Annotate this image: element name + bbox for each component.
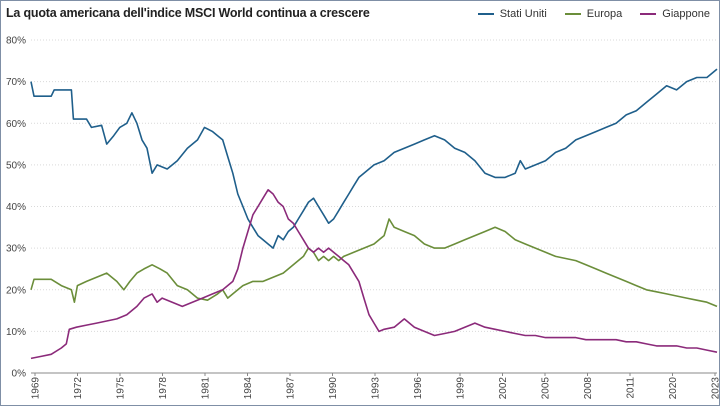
legend-item-usa: Stati Uniti <box>477 8 547 20</box>
x-tick-label-12: 2005 <box>541 377 552 400</box>
x-tick-label-1: 1972 <box>73 377 84 400</box>
y-tick-label-6: 60% <box>6 119 26 130</box>
y-tick-label-0: 0% <box>12 369 27 380</box>
legend-label-japan: Giappone <box>662 8 710 20</box>
y-tick-label-1: 10% <box>6 327 26 338</box>
x-tick-label-3: 1978 <box>158 377 169 400</box>
x-tick-label-14: 2011 <box>626 377 637 399</box>
y-tick-label-5: 50% <box>6 160 26 171</box>
x-tick-label-15: 2020 <box>668 377 679 400</box>
series-line-europa <box>30 218 718 308</box>
legend-swatch-europe <box>564 13 581 15</box>
y-tick-label-3: 30% <box>6 244 26 255</box>
legend-item-japan: Giappone <box>640 8 710 20</box>
chart-legend: Stati Uniti Europa Giappone <box>477 8 710 20</box>
chart-title: La quota americana dell'indice MSCI Worl… <box>6 6 370 20</box>
x-tick-label-8: 1993 <box>371 377 382 400</box>
x-tick-label-11: 2002 <box>498 377 509 400</box>
x-tick-label-5: 1984 <box>243 377 254 400</box>
series-line-giappone <box>30 189 718 360</box>
x-tick-label-6: 1987 <box>286 377 297 400</box>
x-tick-label-4: 1981 <box>201 377 212 400</box>
legend-swatch-usa <box>477 13 494 15</box>
y-tick-label-8: 80% <box>6 36 26 47</box>
y-tick-label-2: 20% <box>6 285 26 296</box>
y-tick-label-7: 70% <box>6 77 26 88</box>
x-tick-label-2: 1975 <box>116 377 127 400</box>
x-tick-label-7: 1990 <box>328 377 339 400</box>
x-tick-label-9: 1996 <box>413 377 424 400</box>
legend-label-europe: Europa <box>586 8 623 20</box>
legend-item-europe: Europa <box>564 8 623 20</box>
y-tick-label-4: 40% <box>6 202 26 213</box>
legend-label-usa: Stati Uniti <box>499 8 547 20</box>
x-tick-label-13: 2008 <box>583 377 594 400</box>
legend-swatch-japan <box>640 13 657 15</box>
x-tick-label-16: 2023 <box>711 377 720 400</box>
x-tick-label-0: 1969 <box>31 377 42 400</box>
series-line-stati-uniti <box>30 68 718 249</box>
x-tick-label-10: 1999 <box>456 377 467 400</box>
